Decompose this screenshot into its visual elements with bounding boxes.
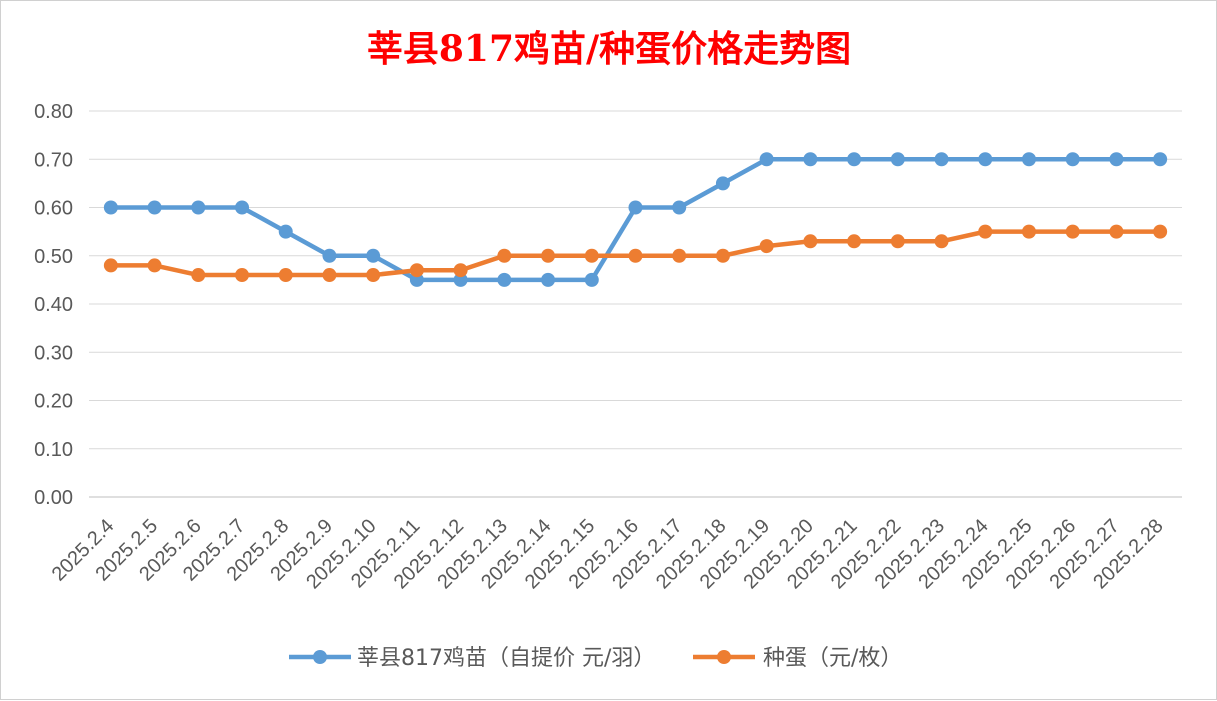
data-point xyxy=(628,200,643,215)
data-point xyxy=(890,152,905,167)
data-point xyxy=(847,152,862,167)
y-tick-label: 0.00 xyxy=(34,487,73,509)
data-point xyxy=(672,248,687,263)
data-point xyxy=(584,248,599,263)
data-point xyxy=(541,272,556,287)
y-tick-label: 0.30 xyxy=(34,342,73,364)
legend-swatch-marker xyxy=(313,650,327,664)
series-1 xyxy=(103,152,1168,287)
data-point xyxy=(934,152,949,167)
y-tick-label: 0.10 xyxy=(34,439,73,461)
data-point xyxy=(1109,152,1124,167)
data-point xyxy=(803,152,818,167)
data-point xyxy=(934,234,949,249)
data-point xyxy=(497,272,512,287)
data-point xyxy=(322,248,337,263)
y-tick-label: 0.50 xyxy=(34,246,73,268)
data-point xyxy=(803,234,818,249)
data-point xyxy=(628,248,643,263)
legend-label: 种蛋（元/枚） xyxy=(763,646,902,671)
data-point xyxy=(147,200,162,215)
legend: 莘县817鸡苗（自提价 元/羽） 种蛋（元/枚） xyxy=(289,646,902,671)
data-point xyxy=(890,234,905,249)
data-point xyxy=(1065,224,1080,239)
series-2 xyxy=(103,224,1168,283)
data-point xyxy=(847,234,862,249)
legend-item-1: 莘县817鸡苗（自提价 元/羽） xyxy=(289,646,655,671)
gridlines xyxy=(89,110,1182,498)
data-point xyxy=(715,248,730,263)
data-point xyxy=(759,152,774,167)
data-point xyxy=(322,268,337,283)
chart-title: 莘县817鸡苗/种蛋价格走势图 xyxy=(367,28,851,70)
data-point xyxy=(278,224,293,239)
data-point xyxy=(672,200,687,215)
data-point xyxy=(1021,224,1036,239)
data-point xyxy=(978,224,993,239)
data-point xyxy=(1021,152,1036,167)
data-point xyxy=(235,268,250,283)
data-point xyxy=(103,258,118,273)
data-point xyxy=(759,239,774,254)
data-point xyxy=(366,268,381,283)
data-point xyxy=(191,268,206,283)
series-lines xyxy=(103,152,1168,287)
legend-swatch-marker xyxy=(717,650,731,664)
x-axis-tick-labels: 2025.2.42025.2.52025.2.62025.2.72025.2.8… xyxy=(48,515,1168,593)
data-point xyxy=(1153,224,1168,239)
legend-label: 莘县817鸡苗（自提价 元/羽） xyxy=(357,646,655,671)
data-point xyxy=(497,248,512,263)
data-point xyxy=(453,263,468,278)
data-point xyxy=(978,152,993,167)
y-tick-label: 0.60 xyxy=(34,198,73,220)
data-point xyxy=(453,272,468,287)
y-axis-tick-labels: 0.00 0.10 0.20 0.30 0.40 0.50 0.60 0.70 0.80 xyxy=(34,101,73,509)
data-point xyxy=(147,258,162,273)
data-point xyxy=(1109,224,1124,239)
y-tick-label: 0.70 xyxy=(34,149,73,171)
data-point xyxy=(584,272,599,287)
data-point xyxy=(541,248,556,263)
data-point xyxy=(1065,152,1080,167)
data-point xyxy=(715,176,730,191)
data-point xyxy=(409,263,424,278)
y-tick-label: 0.20 xyxy=(34,391,73,413)
y-tick-label: 0.80 xyxy=(34,101,73,123)
legend-item-2: 种蛋（元/枚） xyxy=(693,646,902,671)
y-tick-label: 0.40 xyxy=(34,294,73,316)
data-point xyxy=(191,200,206,215)
data-point xyxy=(1153,152,1168,167)
data-point xyxy=(278,268,293,283)
data-point xyxy=(235,200,250,215)
data-point xyxy=(409,272,424,287)
data-point xyxy=(103,200,118,215)
data-point xyxy=(366,248,381,263)
